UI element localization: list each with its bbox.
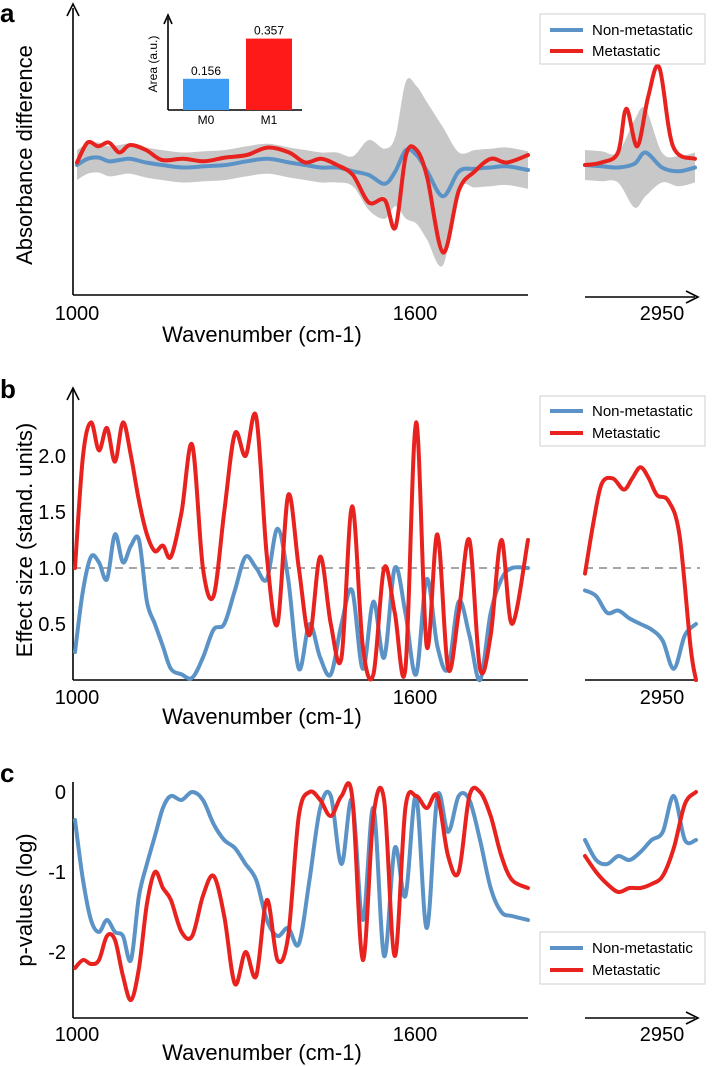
panel-a-xtick-1000: 1000 [55, 303, 100, 325]
panel-a-y-label: Absorbance difference [12, 45, 37, 265]
panel-a-legend-label-metastatic: Metastatic [592, 43, 661, 60]
panel-b-xtick-2950: 2950 [640, 687, 685, 709]
panel-c-xtick-1000: 1000 [55, 1024, 100, 1046]
inset-bar-m0 [183, 78, 229, 110]
panel-c-x-axis-arrow [685, 1011, 700, 1025]
panel-a: a Absorbance difference Wavenumber (cm-1… [0, 0, 706, 347]
panel-c-legend-box [539, 931, 706, 985]
panel-c-line-non-metastatic-right [583, 793, 698, 867]
panel-c-legend: Non-metastatic Metastatic [539, 931, 706, 985]
panel-c-ytick-1: -1 [48, 862, 66, 884]
panel-c-letter: c [0, 758, 14, 788]
panel-a-legend: Non-metastatic Metastatic [539, 13, 706, 65]
inset-category-m1: M1 [261, 113, 278, 127]
panel-c-ytick-2: -2 [48, 942, 66, 964]
panel-a-y-axis-arrow [66, 2, 80, 17]
panel-b-letter: b [0, 374, 16, 404]
panel-a-xtick-1600: 1600 [393, 303, 438, 325]
panel-b-line-metastatic [73, 411, 530, 682]
panel-c-line-metastatic [73, 781, 530, 1003]
panel-a-letter: a [0, 0, 15, 28]
panel-b-ytick-3: 2.0 [38, 446, 66, 468]
inset-category-m0: M0 [198, 113, 215, 127]
panel-c-xtick-1600: 1600 [393, 1024, 438, 1046]
panel-c-legend-label-non-metastatic: Non-metastatic [592, 940, 693, 957]
panel-a-inset: Area (a.u.) 0.156 0.357 M0 M1 [146, 13, 302, 127]
inset-bar-m1 [246, 38, 292, 110]
panel-a-legend-box [539, 13, 706, 65]
inset-value-m0: 0.156 [191, 64, 221, 78]
panel-a-left-band [77, 77, 528, 267]
panel-c-line-metastatic-right [583, 790, 698, 895]
panel-c-y-label: p-values (log) [12, 833, 37, 966]
panel-b-y-axis-arrow [66, 386, 80, 401]
panel-b-ytick-1: 1.0 [38, 558, 66, 580]
panel-b-y-label: Effect size (stand. units) [12, 423, 37, 657]
panel-a-x-label: Wavenumber (cm-1) [162, 322, 362, 347]
panel-a-xtick-2950: 2950 [640, 303, 685, 325]
panel-b-legend-label-metastatic: Metastatic [592, 425, 661, 442]
panel-b: b Effect size (stand. units) Wavenumber … [0, 374, 706, 729]
panel-c: c p-values (log) Wavenumber (cm-1) 1000 … [0, 758, 706, 1065]
panel-b-legend-label-non-metastatic: Non-metastatic [592, 403, 693, 420]
panel-b-line-non-metastatic [73, 526, 530, 683]
panel-b-xtick-1000: 1000 [55, 687, 100, 709]
panel-c-legend-label-metastatic: Metastatic [592, 962, 661, 979]
inset-y-label: Area (a.u.) [146, 36, 160, 93]
panel-b-legend: Non-metastatic Metastatic [539, 395, 706, 447]
panel-b-line-non-metastatic-right [583, 588, 698, 671]
panel-c-ytick-0: 0 [55, 782, 66, 804]
panel-a-line-metastatic-right [583, 63, 697, 167]
panel-b-legend-box [539, 395, 706, 447]
panel-a-line-metastatic [75, 139, 530, 255]
panel-c-x-label: Wavenumber (cm-1) [162, 1040, 362, 1065]
inset-y-axis-arrow [163, 13, 173, 25]
panel-b-x-label: Wavenumber (cm-1) [162, 704, 362, 729]
panel-a-line-non-metastatic [75, 147, 530, 199]
panel-a-line-non-metastatic-right [583, 150, 697, 174]
panel-b-xtick-1600: 1600 [393, 687, 438, 709]
panel-b-ytick-0: 0.5 [38, 614, 66, 636]
panel-b-line-metastatic-right [583, 465, 698, 682]
panel-c-xtick-2950: 2950 [640, 1024, 685, 1046]
panel-a-x-axis-arrow [685, 290, 700, 304]
panel-a-legend-label-non-metastatic: Non-metastatic [592, 22, 693, 39]
panel-b-ytick-2: 1.5 [38, 502, 66, 524]
inset-value-m1: 0.357 [254, 24, 284, 38]
